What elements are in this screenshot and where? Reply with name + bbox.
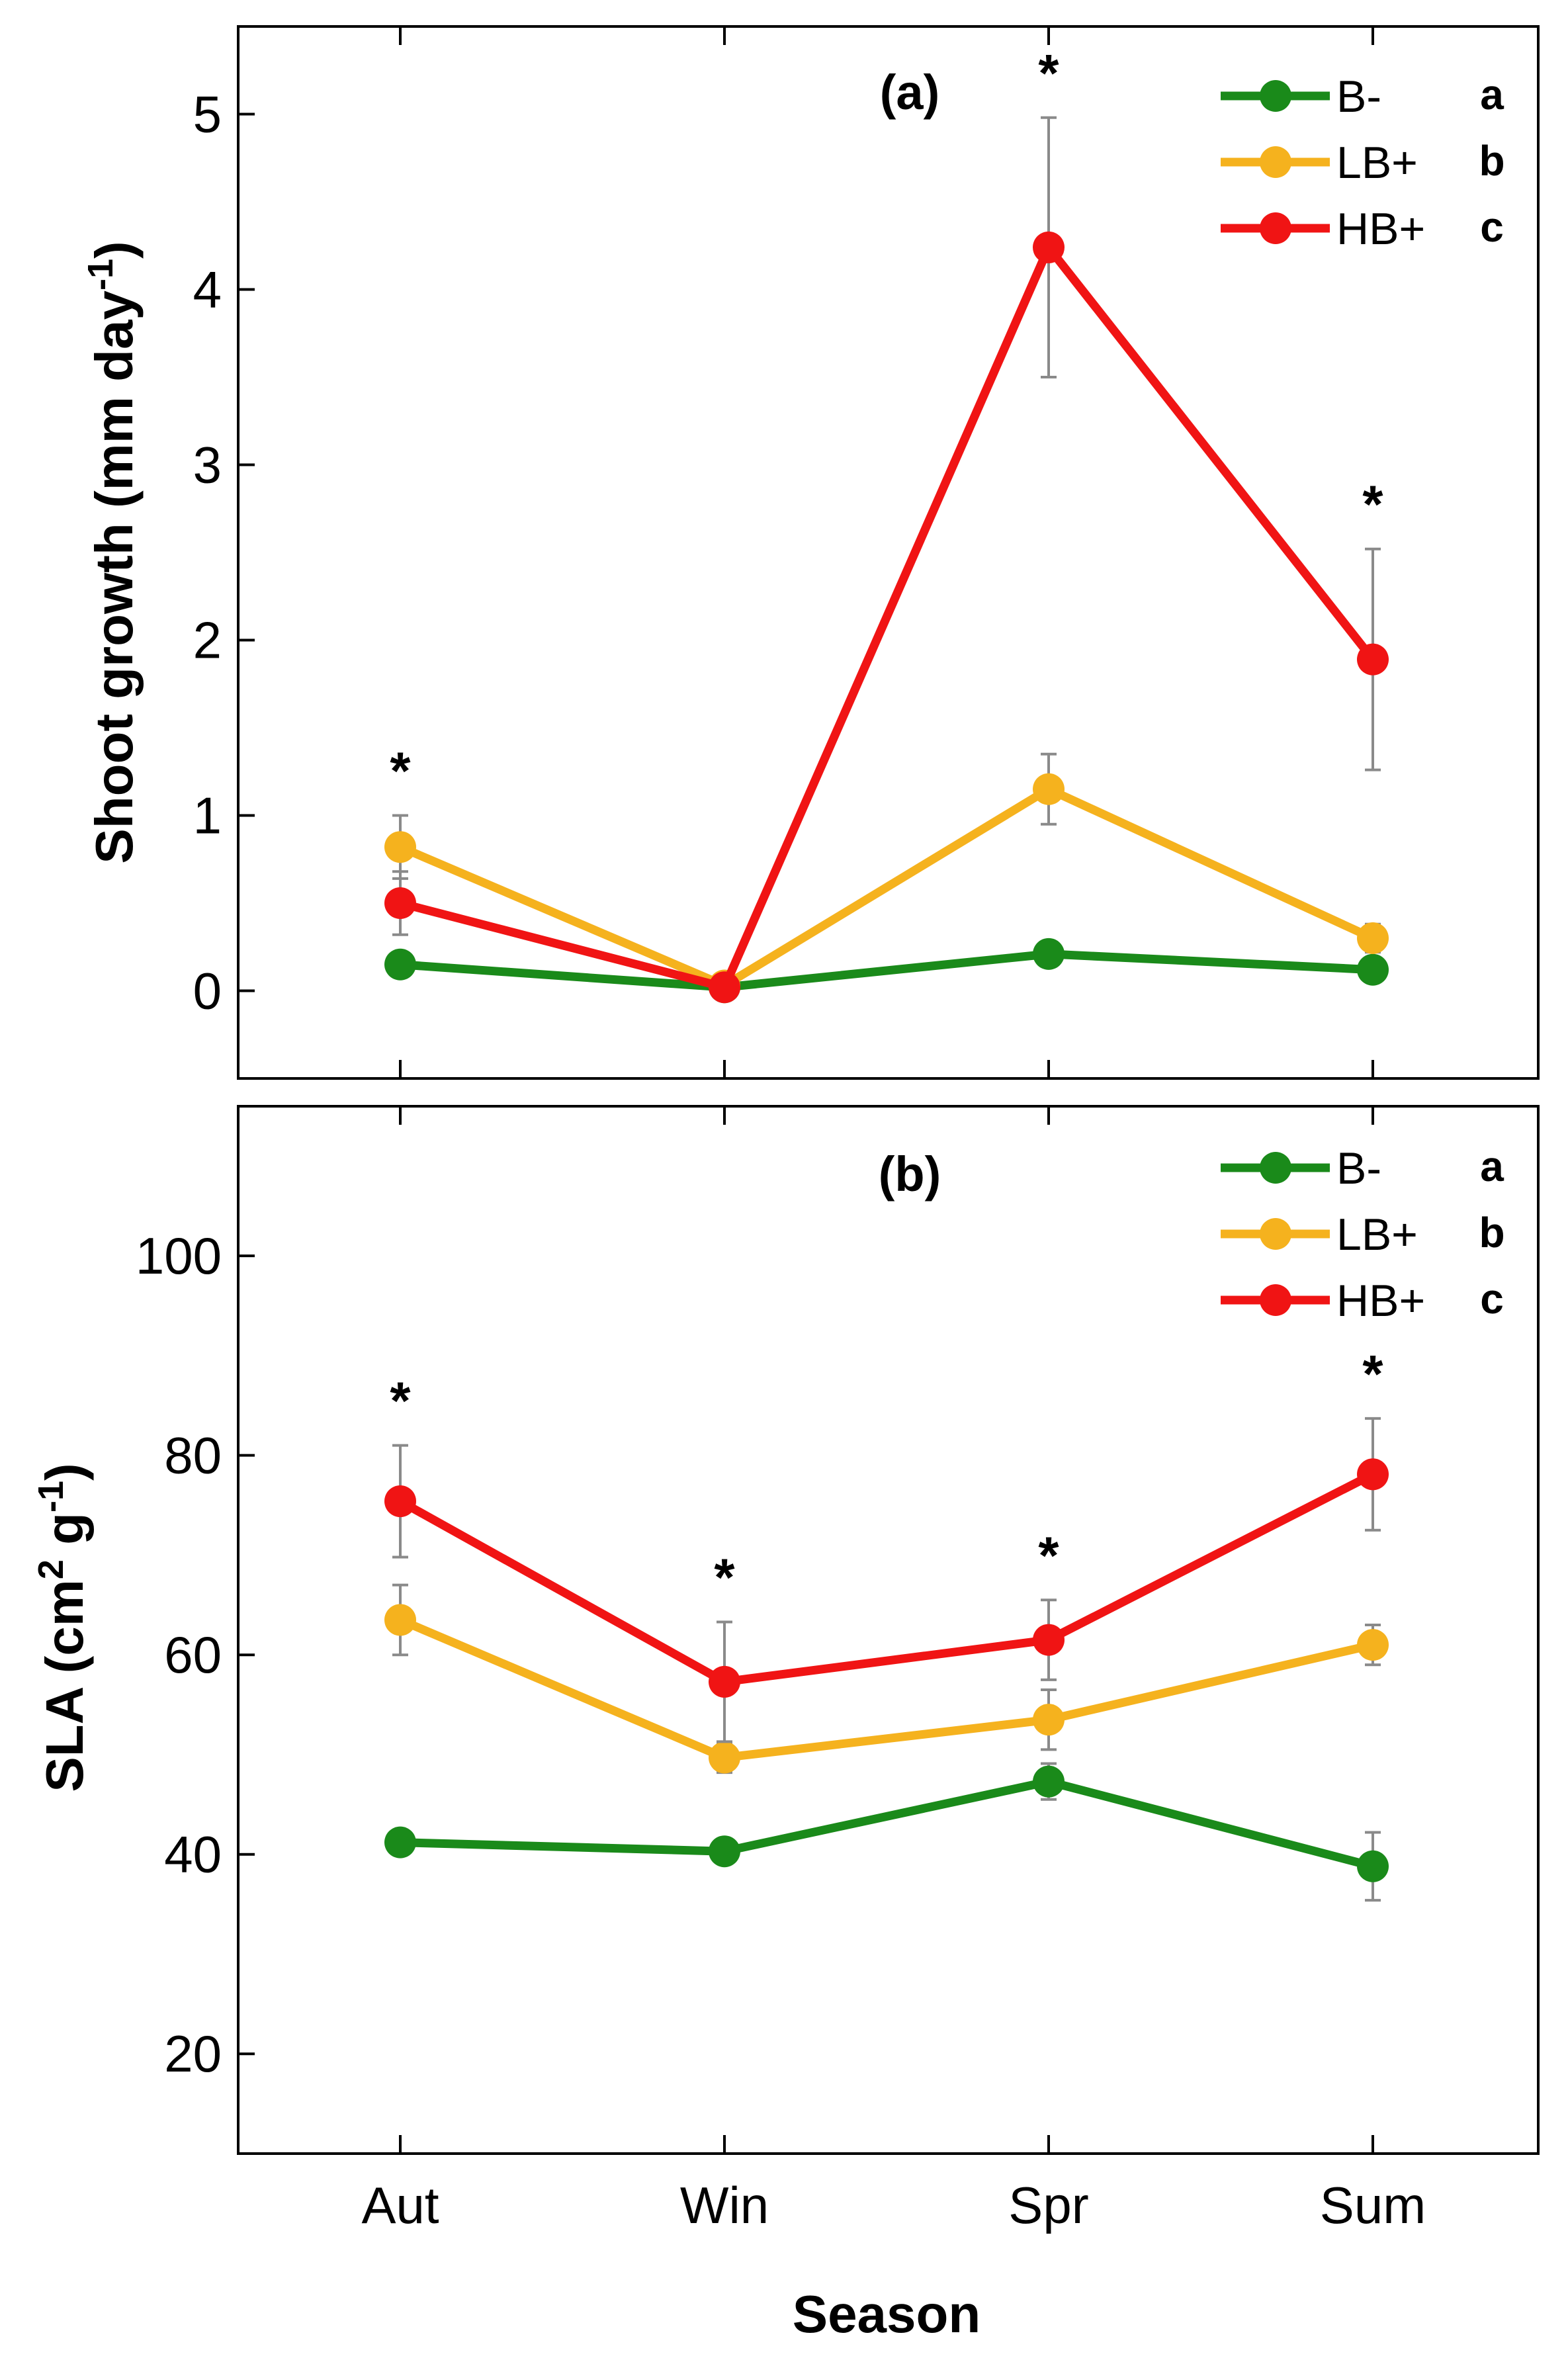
legend-label: LB+	[1336, 138, 1418, 188]
y-tick-label: 0	[193, 962, 222, 1020]
legend-swatch-marker	[1260, 212, 1291, 244]
data-point	[384, 948, 416, 981]
data-point	[1357, 922, 1389, 954]
significance-star: *	[390, 1372, 411, 1430]
data-point	[1033, 1704, 1065, 1736]
data-point	[709, 971, 740, 1004]
panel-b-label: (b)	[879, 1147, 941, 1202]
y-tick-label: 100	[136, 1227, 222, 1285]
y-tick-label: 3	[193, 436, 222, 494]
legend-group-letter: b	[1479, 137, 1504, 185]
x-tick-label: Spr	[1008, 2176, 1088, 2234]
data-point	[1033, 1765, 1065, 1798]
panel-b-y-axis-title: SLA (cm2 g-1)	[31, 1463, 94, 1792]
legend-group-letter: a	[1480, 71, 1504, 118]
data-point	[384, 1826, 416, 1859]
legend-label: HB+	[1336, 1276, 1425, 1326]
y-tick-label: 80	[164, 1426, 222, 1485]
series-LBplus	[384, 1583, 1389, 1774]
data-point	[384, 887, 416, 919]
legend-label: LB+	[1336, 1209, 1418, 1260]
data-point	[384, 831, 416, 863]
legend-group-letter: b	[1479, 1209, 1504, 1256]
legend-label: B-	[1336, 1143, 1381, 1194]
y-tick-label: 60	[164, 1626, 222, 1684]
y-tick-label: 5	[193, 85, 222, 144]
data-point	[384, 1485, 416, 1518]
data-point	[1033, 1624, 1065, 1656]
significance-star: *	[1038, 1526, 1059, 1585]
series-line	[398, 1616, 1374, 1762]
panel-b-legend: B-a LB+ b HB+ c	[1221, 1143, 1505, 1326]
legend-label: B-	[1336, 71, 1381, 122]
panel-a-label: (a)	[880, 65, 939, 120]
significance-star: *	[1362, 1344, 1383, 1403]
series-line	[398, 785, 1375, 990]
series-Bminus	[384, 1762, 1389, 1902]
series-Bminus	[384, 938, 1389, 1004]
panel-b-frame	[237, 1105, 1540, 2155]
x-tick-label: Sum	[1320, 2176, 1426, 2234]
y-tick-label: 4	[193, 261, 222, 319]
data-point	[1357, 1629, 1389, 1661]
legend-swatch-marker	[1260, 1284, 1291, 1316]
panel-a-legend: B-a LB+ b HB+ c	[1221, 71, 1505, 254]
data-point	[1357, 953, 1389, 986]
series-line	[400, 1777, 1374, 1871]
data-point	[1357, 1458, 1389, 1491]
x-tick-label: Win	[680, 2176, 769, 2234]
y-tick-label: 40	[164, 1825, 222, 1884]
data-point	[1357, 643, 1389, 676]
data-point	[1033, 938, 1065, 970]
legend-swatch-marker	[1260, 146, 1291, 178]
panel-a-frame	[237, 25, 1540, 1080]
series-line	[400, 949, 1373, 992]
legend-swatch-marker	[1260, 80, 1291, 112]
legend-label: HB+	[1336, 204, 1425, 254]
series-line	[399, 243, 1377, 992]
legend-group-letter: c	[1480, 203, 1504, 251]
series-HBplus	[384, 1417, 1389, 1743]
data-point	[384, 1604, 416, 1636]
data-point	[1033, 773, 1065, 805]
legend-swatch-marker	[1260, 1152, 1291, 1184]
data-point	[709, 1665, 740, 1698]
significance-star: *	[714, 1548, 735, 1606]
y-tick-label: 20	[164, 2025, 222, 2083]
x-tick-label: Aut	[361, 2176, 439, 2234]
series-HBplus	[384, 116, 1389, 1004]
significance-star: *	[1038, 44, 1059, 103]
legend-swatch-marker	[1260, 1218, 1291, 1250]
panel-b-sla: (b) 20 40 60 80 100 Aut Win Spr Sum * * * * B-a LB+…	[31, 1105, 1540, 2234]
y-tick-label: 2	[193, 611, 222, 670]
series-line	[398, 1470, 1375, 1686]
x-axis-title: Season	[793, 2285, 981, 2343]
data-point	[1357, 1850, 1389, 1882]
significance-star: *	[390, 742, 411, 801]
data-point	[1033, 231, 1065, 263]
legend-group-letter: c	[1480, 1275, 1504, 1323]
data-point	[709, 1741, 740, 1774]
legend-group-letter: a	[1480, 1143, 1504, 1190]
panel-a-y-axis-title: Shoot growth (mm day-1)	[81, 241, 144, 863]
panel-a-shoot-growth: (a) 0 1 2 3 4 5 * * * B-a LB+ b HB+ c Shoot growth …	[81, 25, 1540, 1080]
significance-star: *	[1362, 475, 1383, 534]
y-tick-label: 1	[193, 787, 222, 845]
data-point	[709, 1835, 740, 1868]
